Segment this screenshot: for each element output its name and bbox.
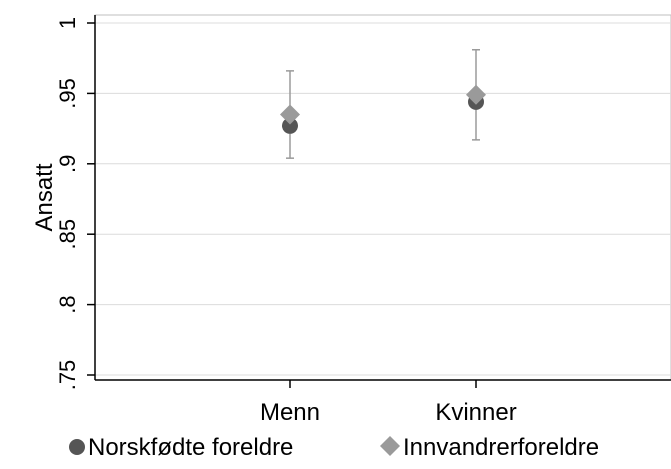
point-norskfodte (282, 117, 298, 134)
x-category-label: Menn (260, 399, 320, 426)
point-innvandrer (466, 84, 486, 105)
legend-marker-norskfodte (69, 439, 85, 455)
data-markers (280, 84, 486, 134)
y-tick-label: .75 (55, 360, 80, 391)
y-tick-label: .95 (55, 78, 80, 109)
legend-label-norskfodte: Norskfødte foreldre (88, 434, 293, 461)
plot-frame (94, 14, 671, 381)
y-tick-label: 1 (55, 17, 80, 29)
legend-label-innvandrer: Innvandrerforeldre (403, 434, 599, 461)
y-tick-label: .9 (55, 155, 80, 173)
grid-lines (94, 14, 671, 381)
legend-marker-innvandrer (380, 436, 400, 456)
legend: Norskfødte foreldre Innvandrerforeldre (69, 434, 599, 461)
x-ticks: Menn Kvinner (260, 380, 517, 426)
point-innvandrer (280, 104, 300, 125)
y-tick-label: .85 (55, 219, 80, 250)
x-category-label: Kvinner (435, 399, 516, 426)
y-ticks: 1 .95 .9 .85 .8 .75 (55, 17, 95, 390)
y-axis-title: Ansatt (31, 163, 58, 231)
y-tick-label: .8 (55, 295, 80, 313)
error-bars (286, 49, 480, 159)
